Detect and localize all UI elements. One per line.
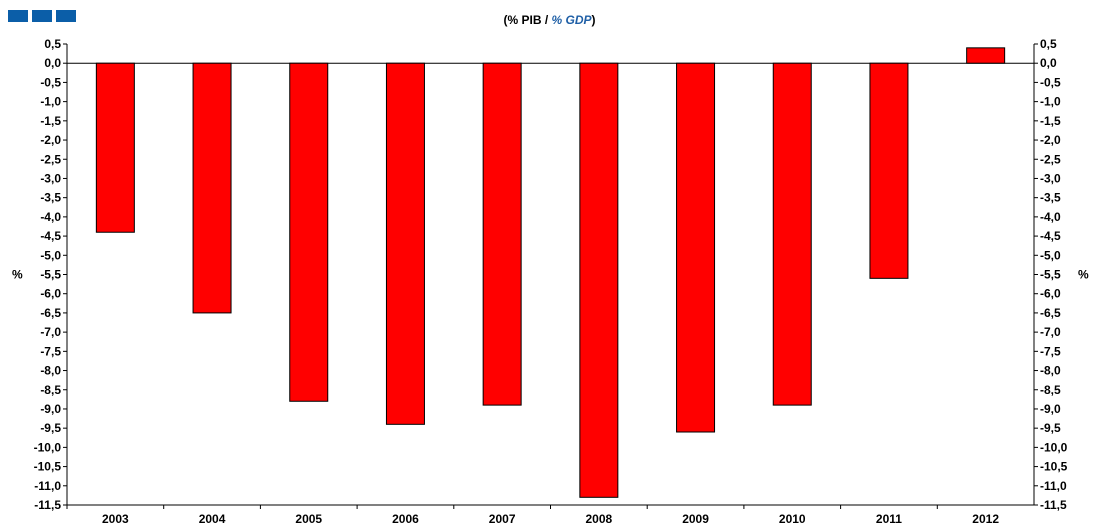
y-tick-label-right: -5,5 bbox=[1040, 268, 1061, 282]
y-tick-label-right: -6,5 bbox=[1040, 306, 1061, 320]
y-axis-label-left: % bbox=[12, 268, 23, 282]
y-tick-label-left: -5,0 bbox=[40, 248, 61, 262]
title-en: % GDP bbox=[551, 13, 592, 27]
y-tick-label-right: -7,0 bbox=[1040, 325, 1061, 339]
y-tick-label-left: -4,0 bbox=[40, 210, 61, 224]
bar bbox=[966, 47, 1006, 64]
y-tick-label-right: -3,5 bbox=[1040, 191, 1061, 205]
y-tick-label-left: 0,0 bbox=[44, 56, 61, 70]
y-tick-label-left: -7,0 bbox=[40, 325, 61, 339]
y-tick-label-right: -0,5 bbox=[1040, 75, 1061, 89]
y-tick-label-left: -9,0 bbox=[40, 402, 61, 416]
bar bbox=[385, 62, 425, 425]
x-tick-label: 2010 bbox=[779, 512, 806, 526]
y-axis-label-right: % bbox=[1078, 268, 1089, 282]
y-tick-label-left: -2,0 bbox=[40, 133, 61, 147]
y-tick-label-right: -4,5 bbox=[1040, 229, 1061, 243]
y-tick-label-right: -9,0 bbox=[1040, 402, 1061, 416]
y-tick-label-right: -3,0 bbox=[1040, 171, 1061, 185]
x-tick-label: 2005 bbox=[295, 512, 322, 526]
y-tick-label-right: 0,5 bbox=[1040, 37, 1057, 51]
title-pt: (% PIB / bbox=[503, 13, 552, 27]
bar bbox=[772, 62, 812, 406]
bar bbox=[192, 62, 232, 314]
bar bbox=[579, 62, 619, 498]
y-tick-label-right: -6,0 bbox=[1040, 287, 1061, 301]
x-tick-label: 2008 bbox=[585, 512, 612, 526]
bar bbox=[482, 62, 522, 406]
y-tick-label-left: -0,5 bbox=[40, 75, 61, 89]
y-tick-label-right: 0,0 bbox=[1040, 56, 1057, 70]
y-tick-label-right: -8,0 bbox=[1040, 364, 1061, 378]
y-tick-label-right: -10,5 bbox=[1040, 460, 1068, 474]
y-tick-label-left: -7,5 bbox=[40, 344, 61, 358]
x-tick-label: 2006 bbox=[392, 512, 419, 526]
y-tick-label-left: -3,5 bbox=[40, 191, 61, 205]
bar bbox=[95, 62, 135, 233]
y-tick-label-left: -9,5 bbox=[40, 421, 61, 435]
y-tick-label-left: -8,0 bbox=[40, 364, 61, 378]
y-tick-label-right: -5,0 bbox=[1040, 248, 1061, 262]
chart-title: (% PIB / % GDP) bbox=[0, 13, 1099, 27]
y-tick-label-right: -10,0 bbox=[1040, 440, 1068, 454]
y-tick-label-right: -7,5 bbox=[1040, 344, 1061, 358]
bar bbox=[869, 62, 909, 279]
y-tick-label-right: -8,5 bbox=[1040, 383, 1061, 397]
logo-square-2 bbox=[32, 10, 52, 22]
y-tick-label-left: -10,0 bbox=[34, 440, 62, 454]
y-tick-label-left: -3,0 bbox=[40, 171, 61, 185]
x-tick-label: 2012 bbox=[972, 512, 999, 526]
y-tick-label-right: -11,0 bbox=[1040, 479, 1067, 493]
y-tick-label-left: -6,5 bbox=[40, 306, 61, 320]
y-tick-label-right: -2,5 bbox=[1040, 152, 1061, 166]
y-tick-label-left: -2,5 bbox=[40, 152, 61, 166]
y-tick-label-left: -10,5 bbox=[34, 460, 62, 474]
y-tick-label-left: -11,5 bbox=[34, 498, 61, 512]
y-tick-label-right: -1,5 bbox=[1040, 114, 1061, 128]
y-tick-label-left: -6,0 bbox=[40, 287, 61, 301]
y-tick-label-right: -1,0 bbox=[1040, 95, 1061, 109]
title-close: ) bbox=[591, 13, 596, 27]
logo-square-3 bbox=[56, 10, 76, 22]
x-tick-label: 2007 bbox=[489, 512, 516, 526]
y-tick-label-right: -4,0 bbox=[1040, 210, 1061, 224]
x-tick-label: 2003 bbox=[102, 512, 129, 526]
x-tick-label: 2011 bbox=[876, 512, 902, 526]
y-tick-label-left: -1,0 bbox=[40, 95, 61, 109]
x-tick-label: 2004 bbox=[199, 512, 226, 526]
y-tick-label-right: -9,5 bbox=[1040, 421, 1061, 435]
bar bbox=[676, 62, 716, 433]
y-tick-label-left: 0,5 bbox=[44, 37, 61, 51]
y-tick-label-left: -11,0 bbox=[34, 479, 61, 493]
y-tick-label-left: -5,5 bbox=[40, 268, 61, 282]
y-tick-label-left: -4,5 bbox=[40, 229, 61, 243]
y-tick-label-left: -8,5 bbox=[40, 383, 61, 397]
logo-square-1 bbox=[8, 10, 28, 22]
bar bbox=[289, 62, 329, 402]
x-tick-label: 2009 bbox=[682, 512, 709, 526]
y-tick-label-left: -1,5 bbox=[40, 114, 61, 128]
y-tick-label-right: -11,5 bbox=[1040, 498, 1067, 512]
y-tick-label-right: -2,0 bbox=[1040, 133, 1061, 147]
